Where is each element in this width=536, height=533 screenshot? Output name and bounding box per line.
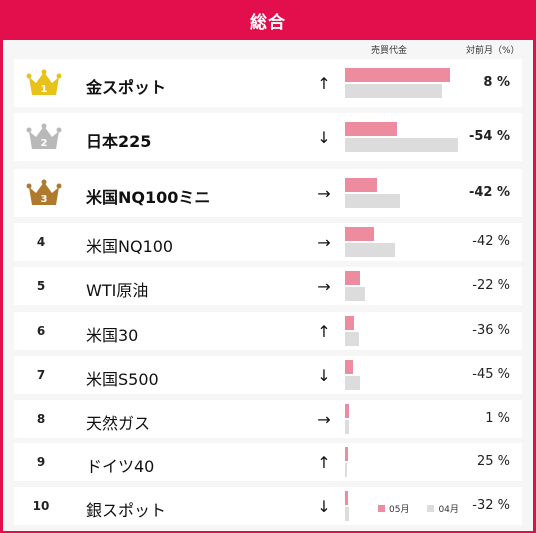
bar-apr	[345, 193, 400, 208]
bar-apr	[345, 286, 365, 301]
rank-number: 4	[36, 235, 46, 249]
volume-bars	[345, 270, 465, 302]
rank-number: 3	[40, 194, 48, 205]
bar-may	[345, 490, 348, 505]
trend-arrow-icon: ↑	[317, 73, 331, 93]
table-row: 6 米国30 ↑ -36 %	[14, 312, 522, 350]
trend-arrow-icon: →	[317, 232, 331, 252]
bar-may	[345, 446, 348, 461]
instrument-name: 天然ガス	[86, 413, 151, 433]
apr-swatch	[427, 505, 435, 512]
bar-apr	[345, 83, 442, 98]
rank-number: 7	[36, 368, 46, 382]
bar-may	[345, 315, 354, 330]
change-percent: -54 %	[468, 129, 510, 144]
bar-may	[345, 403, 349, 418]
rank-number: 1	[40, 84, 48, 95]
bar-may	[345, 226, 374, 241]
trend-arrow-icon: →	[317, 183, 331, 203]
change-percent: -42 %	[468, 185, 510, 200]
instrument-name: 米国S500	[86, 369, 159, 389]
instrument-name: 銀スポット	[86, 500, 167, 520]
change-percent: -36 %	[472, 323, 510, 338]
trend-arrow-icon: ↑	[317, 321, 331, 341]
crown-icon: 1	[26, 69, 62, 97]
trend-arrow-icon: ↑	[317, 452, 331, 472]
bar-apr	[345, 331, 359, 346]
trend-arrow-icon: →	[317, 409, 331, 429]
crown-icon: 2	[26, 123, 62, 151]
page-title: 総合	[0, 0, 536, 40]
volume-bars	[345, 403, 465, 435]
trend-arrow-icon: ↓	[317, 496, 331, 516]
change-percent: -42 %	[472, 234, 510, 249]
trend-arrow-icon: →	[317, 276, 331, 296]
bar-apr	[345, 137, 458, 152]
legend-apr-label: 04月	[438, 505, 459, 515]
change-percent: 25 %	[476, 454, 510, 469]
trend-arrow-icon: ↓	[317, 127, 331, 147]
table-row: 4 米国NQ100 → -42 %	[14, 223, 522, 261]
instrument-name: 日本225	[86, 131, 152, 151]
table-row: 9 ドイツ40 ↑ 25 %	[14, 443, 522, 481]
bar-may	[345, 359, 353, 374]
change-percent: 1 %	[485, 411, 510, 426]
instrument-name: 金スポット	[86, 77, 167, 97]
instrument-name: 米国NQ100	[86, 236, 174, 256]
table-row: 3 米国NQ100ミニ → -42 %	[14, 169, 522, 217]
change-percent: 8 %	[483, 75, 510, 90]
instrument-name: 米国NQ100ミニ	[86, 187, 211, 207]
bar-apr	[345, 506, 349, 521]
change-percent: -22 %	[472, 278, 510, 293]
rank-number: 5	[36, 279, 46, 293]
rank-number: 8	[36, 412, 46, 426]
instrument-name: 米国30	[86, 325, 139, 345]
instrument-name: WTI原油	[86, 280, 149, 300]
bar-may	[345, 67, 450, 82]
title-text: 総合	[250, 12, 286, 33]
volume-bars	[345, 315, 465, 347]
rank-number: 9	[36, 455, 46, 469]
volume-bars	[345, 490, 465, 522]
table-row: 10 銀スポット ↓ -32 %	[14, 487, 522, 525]
volume-bars	[345, 226, 465, 258]
volume-bars	[345, 359, 465, 391]
may-swatch	[378, 505, 385, 512]
change-percent: -45 %	[472, 367, 510, 382]
legend-may-label: 05月	[389, 505, 410, 515]
trend-arrow-icon: ↓	[317, 365, 331, 385]
crown-icon: 3	[26, 179, 62, 207]
rank-number: 6	[36, 324, 46, 338]
bar-may	[345, 121, 397, 136]
table-row: 7 米国S500 ↓ -45 %	[14, 356, 522, 394]
table-row: 5 WTI原油 → -22 %	[14, 267, 522, 305]
instrument-name: ドイツ40	[86, 456, 155, 476]
volume-bars	[345, 67, 465, 99]
table-row: 1 金スポット ↑ 8 %	[14, 59, 522, 107]
rank-number: 10	[32, 499, 50, 513]
volume-bars	[345, 177, 465, 209]
bar-may	[345, 270, 360, 285]
bar-may	[345, 177, 377, 192]
bar-apr	[345, 419, 349, 434]
change-column-header: 対前月（%）	[466, 46, 520, 56]
table-row: 2 日本225 ↓ -54 %	[14, 113, 522, 161]
table-row: 8 天然ガス → 1 %	[14, 400, 522, 438]
volume-bars	[345, 446, 465, 478]
change-percent: -32 %	[472, 498, 510, 513]
volume-bars	[345, 121, 465, 153]
bar-apr	[345, 462, 347, 477]
volume-column-header: 売買代金	[371, 46, 408, 56]
rank-number: 2	[40, 138, 48, 149]
bar-apr	[345, 242, 395, 257]
chart-legend: 05月 04月	[378, 502, 459, 515]
bar-apr	[345, 375, 360, 390]
